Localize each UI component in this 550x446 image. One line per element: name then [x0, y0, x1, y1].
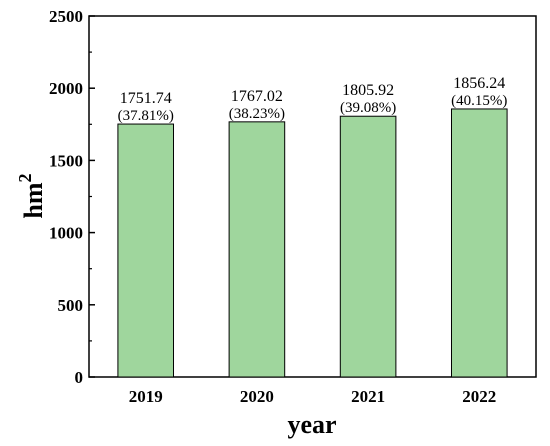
bar-2022 [450, 108, 508, 378]
value-label: 1751.74 [120, 90, 172, 107]
x-tick-label: 2022 [462, 387, 496, 406]
x-tick-label: 2019 [129, 387, 163, 406]
value-label: 1856.24 [453, 75, 505, 92]
value-label: 1805.92 [342, 82, 394, 99]
x-axis-title: year [287, 410, 336, 439]
y-axis-title-base: hm [19, 182, 48, 218]
data-labels: 1751.74(37.81%) 1767.02(38.23%) 1805.92(39… [118, 75, 508, 124]
y-tick-label: 2000 [49, 79, 83, 98]
x-tick-label: 2021 [351, 387, 385, 406]
bars [117, 108, 508, 378]
y-tick-label: 1500 [49, 151, 83, 170]
y-axis: 0 500 1000 1500 2000 2500 [49, 7, 95, 387]
y-axis-title-exponent: 2 [15, 173, 35, 182]
bar-2019 [117, 123, 175, 378]
y-axis-title: hm2 [15, 173, 48, 218]
percent-label: (39.08%) [340, 100, 396, 116]
bar-2021 [339, 115, 397, 378]
percent-label: (38.23%) [229, 106, 285, 122]
bar-2020 [228, 121, 286, 378]
x-tick-label: 2020 [240, 387, 274, 406]
y-tick-label: 500 [58, 296, 84, 315]
y-tick-label: 0 [75, 368, 84, 387]
percent-label: (37.81%) [118, 108, 174, 124]
y-tick-label: 2500 [49, 7, 83, 26]
y-tick-label: 1000 [49, 224, 83, 243]
percent-label: (40.15%) [451, 93, 507, 109]
value-label: 1767.02 [231, 88, 283, 105]
